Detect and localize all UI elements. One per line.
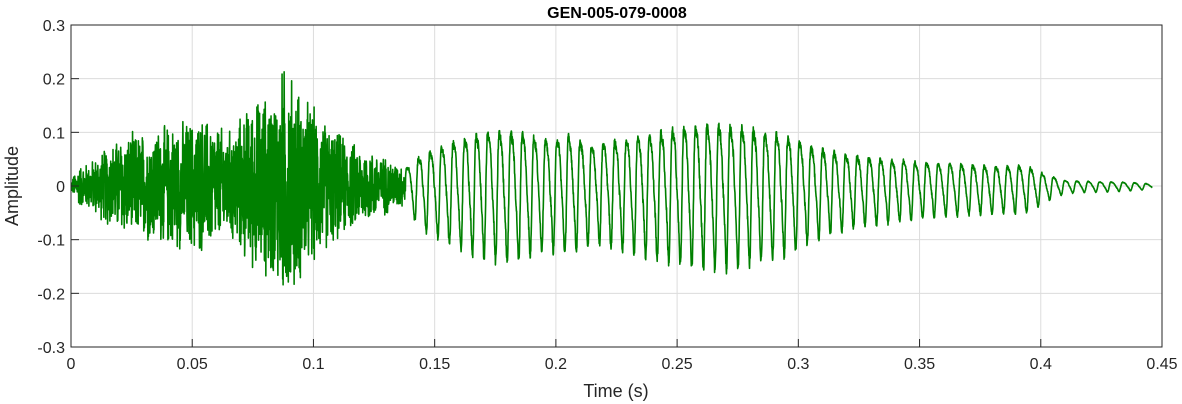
x-tick-label: 0 bbox=[67, 356, 76, 373]
y-tick-label: 0.2 bbox=[43, 72, 65, 89]
x-tick-label: 0.15 bbox=[419, 356, 450, 373]
y-tick-label: -0.1 bbox=[37, 233, 65, 250]
x-axis-label: Time (s) bbox=[583, 381, 648, 401]
y-tick-label: 0 bbox=[56, 179, 65, 196]
x-tick-label: 0.35 bbox=[904, 356, 935, 373]
x-tick-label: 0.3 bbox=[787, 356, 809, 373]
x-axis: 0 0.05 0.1 0.15 0.2 0.25 0.3 0.35 0.4 0.45 bbox=[67, 339, 1178, 373]
x-tick-label: 0.05 bbox=[177, 356, 208, 373]
y-axis-label: Amplitude bbox=[2, 146, 22, 226]
y-tick-label: 0.1 bbox=[43, 125, 65, 142]
series-line-amplitude bbox=[71, 71, 1153, 286]
x-tick-label: 0.45 bbox=[1146, 356, 1177, 373]
x-tick-label: 0.1 bbox=[302, 356, 324, 373]
y-axis: 0.3 0.2 0.1 0 -0.1 -0.2 -0.3 bbox=[37, 18, 79, 357]
y-tick-label: -0.2 bbox=[37, 286, 65, 303]
x-tick-label: 0.25 bbox=[662, 356, 693, 373]
chart-title: GEN-005-079-0008 bbox=[547, 5, 687, 22]
y-tick-label: 0.3 bbox=[43, 18, 65, 35]
y-tick-label: -0.3 bbox=[37, 340, 65, 357]
plot-area bbox=[71, 71, 1153, 286]
x-tick-label: 0.2 bbox=[545, 356, 567, 373]
x-tick-label: 0.4 bbox=[1030, 356, 1052, 373]
